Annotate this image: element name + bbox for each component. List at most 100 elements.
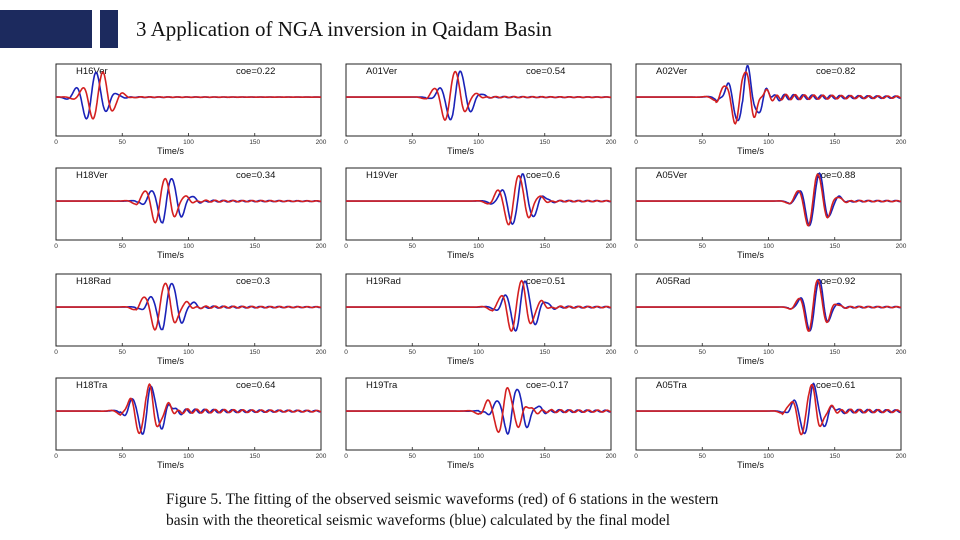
x-tick-label: 0 — [634, 243, 638, 250]
x-tick-label: 200 — [896, 243, 907, 250]
x-tick-label: 0 — [634, 139, 638, 146]
waveform-plot: A05Tra coe=0.61 0 50 100 150 200 Time/s — [634, 377, 907, 470]
x-tick-label: 200 — [316, 349, 327, 356]
x-tick-label: 100 — [763, 243, 774, 250]
coe-label: coe=0.88 — [816, 170, 855, 181]
waveform-panel-a01ver: A01Ver coe=0.54 0 50 100 150 200 Time/s — [342, 63, 617, 172]
x-tick-label: 50 — [409, 349, 417, 356]
waveform-panel-a05tra: A05Tra coe=0.61 0 50 100 150 200 Time/s — [632, 377, 907, 486]
waveform-plot: A05Rad coe=0.92 0 50 100 150 200 Time/s — [634, 273, 907, 366]
waveform-panel-h18rad: H18Rad coe=0.3 0 50 100 150 200 Time/s — [52, 273, 327, 382]
x-tick-label: 150 — [829, 453, 840, 460]
waveform-panel-h19ver: H19Ver coe=0.6 0 50 100 150 200 Time/s — [342, 167, 617, 276]
x-axis-label: Time/s — [157, 356, 184, 366]
coe-label: coe=0.61 — [816, 380, 855, 391]
waveform-plot: H18Ver coe=0.34 0 50 100 150 200 Time/s — [54, 167, 327, 260]
x-tick-label: 0 — [634, 453, 638, 460]
plot-frame — [635, 273, 902, 347]
x-tick-label: 0 — [54, 349, 58, 356]
observed-waveform — [346, 174, 612, 226]
x-tick-label: 100 — [183, 453, 194, 460]
observed-waveform — [56, 71, 321, 120]
x-tick-label: 150 — [249, 453, 260, 460]
x-tick-label: 150 — [539, 453, 550, 460]
waveform-panel-a02ver: A02Ver coe=0.82 0 50 100 150 200 Time/s — [632, 63, 907, 172]
x-tick-label: 50 — [409, 453, 417, 460]
plot-frame — [55, 167, 322, 241]
coe-label: coe=0.64 — [236, 380, 275, 391]
x-tick-label: 50 — [119, 243, 127, 250]
x-tick-label: 100 — [183, 349, 194, 356]
plot-frame — [55, 63, 322, 137]
x-tick-label: 150 — [249, 139, 260, 146]
x-axis-label: Time/s — [737, 356, 764, 366]
x-axis-label: Time/s — [447, 250, 474, 260]
coe-label: coe=0.3 — [236, 276, 270, 287]
x-axis-label: Time/s — [737, 250, 764, 260]
station-label: A01Ver — [366, 66, 397, 77]
station-label: H19Ver — [366, 170, 398, 181]
caption-line-1: Figure 5. The fitting of the observed se… — [166, 491, 719, 508]
x-tick-label: 50 — [409, 243, 417, 250]
waveform-plot: A05Ver coe=0.88 0 50 100 150 200 Time/s — [634, 167, 907, 260]
x-tick-label: 100 — [183, 139, 194, 146]
x-tick-label: 200 — [316, 139, 327, 146]
coe-label: coe=0.92 — [816, 276, 855, 287]
x-tick-label: 150 — [249, 349, 260, 356]
x-tick-label: 100 — [473, 453, 484, 460]
caption-line-2: basin with the theoretical seismic wavef… — [166, 512, 671, 529]
observed-waveform — [56, 282, 322, 331]
x-tick-label: 100 — [473, 139, 484, 146]
figure-caption: Figure 5. The fitting of the observed se… — [166, 489, 826, 531]
x-tick-label: 50 — [119, 349, 127, 356]
x-tick-label: 0 — [344, 243, 348, 250]
x-axis-label: Time/s — [737, 146, 764, 156]
plot-frame — [635, 63, 902, 137]
x-tick-label: 100 — [183, 243, 194, 250]
waveform-panel-h18tra: H18Tra coe=0.64 0 50 100 150 200 Time/s — [52, 377, 327, 486]
x-axis-label: Time/s — [447, 356, 474, 366]
x-axis-label: Time/s — [157, 250, 184, 260]
title-decoration-bar — [100, 10, 118, 48]
x-tick-label: 150 — [829, 349, 840, 356]
station-label: A02Ver — [656, 66, 687, 77]
x-axis-label: Time/s — [157, 460, 184, 470]
station-label: A05Rad — [656, 276, 690, 287]
coe-label: coe=0.51 — [526, 276, 565, 287]
x-tick-label: 200 — [606, 349, 617, 356]
x-axis-label: Time/s — [737, 460, 764, 470]
x-tick-label: 150 — [539, 243, 550, 250]
observed-waveform — [636, 173, 902, 227]
waveform-plot: H18Tra coe=0.64 0 50 100 150 200 Time/s — [54, 377, 327, 470]
coe-label: coe=-0.17 — [526, 380, 569, 391]
observed-waveform — [636, 71, 902, 125]
x-tick-label: 100 — [473, 243, 484, 250]
x-tick-label: 200 — [896, 139, 907, 146]
observed-waveform — [346, 70, 611, 121]
x-tick-label: 200 — [896, 349, 907, 356]
x-axis-label: Time/s — [447, 460, 474, 470]
observed-waveform — [636, 279, 902, 332]
x-tick-label: 0 — [54, 139, 58, 146]
x-tick-label: 100 — [763, 453, 774, 460]
x-tick-label: 0 — [54, 243, 58, 250]
x-tick-label: 0 — [344, 139, 348, 146]
waveform-panel-a05rad: A05Rad coe=0.92 0 50 100 150 200 Time/s — [632, 273, 907, 382]
x-tick-label: 50 — [699, 349, 707, 356]
waveform-panel-h16ver: H16Ver coe=0.22 0 50 100 150 200 Time/s — [52, 63, 327, 172]
x-tick-label: 50 — [699, 243, 707, 250]
observed-waveform — [56, 383, 322, 435]
station-label: H19Rad — [366, 276, 401, 287]
coe-label: coe=0.6 — [526, 170, 560, 181]
slide-title: 3 Application of NGA inversion in Qaidam… — [136, 17, 552, 41]
observed-waveform — [346, 279, 612, 332]
coe-label: coe=0.34 — [236, 170, 275, 181]
plot-frame — [55, 377, 322, 451]
title-decoration-block — [0, 10, 92, 48]
x-tick-label: 50 — [409, 139, 417, 146]
observed-waveform — [56, 177, 322, 224]
waveform-plot: H19Rad coe=0.51 0 50 100 150 200 Time/s — [344, 273, 617, 366]
station-label: A05Tra — [656, 380, 688, 391]
x-tick-label: 200 — [606, 243, 617, 250]
x-tick-label: 0 — [344, 349, 348, 356]
